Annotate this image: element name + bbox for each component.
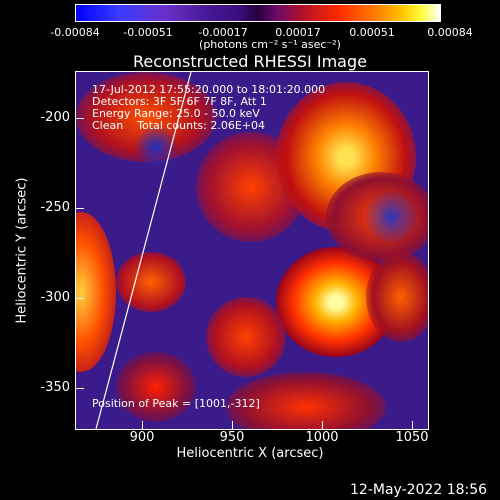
colorbar bbox=[75, 4, 441, 22]
annotation-energy-range: Energy Range: 25.0 - 50.0 keV bbox=[92, 107, 260, 120]
heatmap-region bbox=[116, 252, 186, 312]
heatmap-region bbox=[366, 252, 428, 342]
colorbar-units: (photons cm⁻² s⁻¹ asec⁻²) bbox=[199, 38, 341, 51]
annotation-detectors: Detectors: 3F 5F 6F 7F 8F, Att 1 bbox=[92, 95, 267, 108]
heatmap-region bbox=[136, 127, 176, 167]
x-tick-label: 1000 bbox=[305, 430, 339, 445]
render-timestamp: 12-May-2022 18:56 bbox=[350, 482, 488, 498]
y-axis-label: Heliocentric Y (arcsec) bbox=[14, 177, 30, 324]
colorbar-tick: -0.00051 bbox=[123, 26, 173, 39]
y-tick-mark bbox=[76, 208, 84, 209]
y-tick-mark bbox=[76, 388, 84, 389]
solar-limb-line bbox=[95, 72, 192, 429]
heatmap-region bbox=[116, 352, 196, 422]
x-tick-mark bbox=[142, 421, 143, 429]
y-tick-mark bbox=[76, 118, 84, 119]
x-tick-mark bbox=[412, 421, 413, 429]
heatmap-region bbox=[226, 372, 386, 429]
x-tick-label: 950 bbox=[219, 430, 245, 445]
annotation-total-counts: Clean Total counts: 2.06E+04 bbox=[92, 119, 266, 132]
x-tick-mark bbox=[322, 421, 323, 429]
y-tick-label: -200 bbox=[40, 110, 70, 125]
colorbar-tick: -0.00017 bbox=[198, 26, 248, 39]
annotation-peak-position: Position of Peak = [1001,-312] bbox=[92, 397, 260, 410]
y-tick-label: -350 bbox=[40, 380, 70, 395]
plot-title: Reconstructed RHESSI Image bbox=[133, 52, 367, 71]
x-axis-label: Heliocentric X (arcsec) bbox=[176, 446, 324, 461]
y-tick-label: -300 bbox=[40, 290, 70, 305]
x-tick-label: 900 bbox=[129, 430, 155, 445]
y-tick-label: -250 bbox=[40, 200, 70, 215]
heatmap-region bbox=[366, 192, 416, 242]
x-tick-mark bbox=[232, 421, 233, 429]
annotation-time-range: 17-Jul-2012 17:55:20.000 to 18:01:20.000 bbox=[92, 83, 326, 96]
x-tick-label: 1050 bbox=[395, 430, 429, 445]
heatmap-plot-area: 17-Jul-2012 17:55:20.000 to 18:01:20.000… bbox=[75, 71, 429, 430]
colorbar-tick: 0.00084 bbox=[427, 26, 473, 39]
colorbar-tick: 0.00051 bbox=[349, 26, 395, 39]
colorbar-tick: -0.00084 bbox=[50, 26, 100, 39]
heatmap-region bbox=[206, 297, 286, 377]
y-tick-mark bbox=[76, 298, 84, 299]
colorbar-tick: 0.00017 bbox=[275, 26, 321, 39]
